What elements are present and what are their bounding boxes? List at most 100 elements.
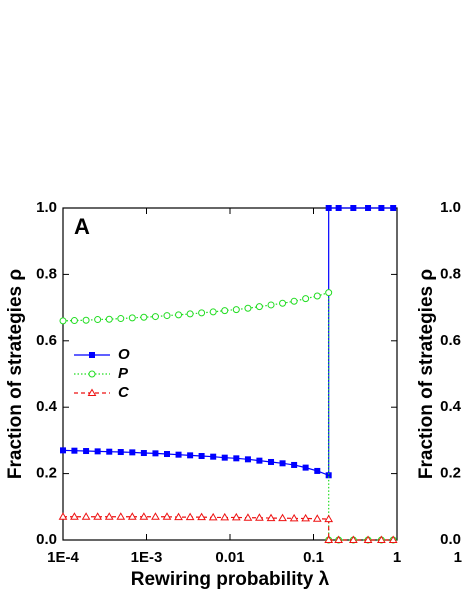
data-point <box>129 449 136 456</box>
data-point <box>388 535 398 543</box>
data-point <box>363 535 373 543</box>
data-point <box>94 316 102 324</box>
legend-label: O <box>118 346 130 363</box>
data-point <box>105 315 113 323</box>
series-line <box>62 207 394 477</box>
data-point <box>197 512 206 521</box>
y-tick-label: 0.0 <box>36 531 57 548</box>
data-point <box>106 448 113 455</box>
data-point <box>290 297 298 305</box>
data-point <box>324 514 334 523</box>
data-point <box>128 314 136 322</box>
data-point <box>152 450 159 457</box>
data-point <box>162 512 172 520</box>
data-point <box>140 313 148 321</box>
data-point <box>174 512 183 521</box>
data-point <box>198 309 206 317</box>
plot-frame <box>62 207 398 541</box>
data-point <box>279 460 286 467</box>
y-tick-label: 0.8 <box>440 265 461 282</box>
y-tick-label: 1.0 <box>440 199 461 216</box>
data-point <box>163 312 171 320</box>
y-tick-label: 0.0 <box>440 531 461 548</box>
data-point <box>268 458 275 465</box>
data-point <box>243 513 253 521</box>
data-point <box>117 449 124 456</box>
y-axis-label: Fraction of strategies ρ <box>416 269 437 479</box>
data-point <box>164 451 171 458</box>
data-point <box>302 464 309 471</box>
x-tick-label: 1E-3 <box>131 549 163 566</box>
data-point <box>221 454 228 461</box>
data-point <box>116 512 126 520</box>
x-tick-label: 0.01 <box>215 549 244 566</box>
data-point <box>348 535 358 543</box>
data-point <box>175 451 182 458</box>
data-point <box>186 310 194 318</box>
y-axis-label: Fraction of strategies ρ <box>5 269 26 479</box>
data-point <box>81 512 91 520</box>
x-axis-label: Rewiring probability λ <box>131 569 330 590</box>
legend-marker <box>88 370 96 378</box>
data-point <box>232 306 240 314</box>
data-point <box>209 308 217 316</box>
data-point <box>377 535 386 543</box>
data-point <box>256 457 263 464</box>
series-line <box>62 291 394 541</box>
data-point <box>365 205 372 211</box>
data-point <box>221 307 229 315</box>
data-point <box>198 453 205 460</box>
data-point <box>71 447 78 454</box>
data-point <box>289 513 299 522</box>
y-tick-label: 0.8 <box>36 265 57 282</box>
legend-marker <box>87 388 97 396</box>
data-point <box>151 313 159 321</box>
data-point <box>244 304 252 312</box>
data-point <box>267 301 275 309</box>
data-point <box>58 512 68 520</box>
data-point <box>334 535 344 543</box>
data-point <box>244 456 251 463</box>
y-tick-label: 0.2 <box>440 465 461 482</box>
data-point <box>278 513 287 522</box>
data-point <box>231 512 241 521</box>
data-point <box>266 513 276 522</box>
data-point <box>94 448 101 455</box>
data-point <box>59 317 67 325</box>
data-point <box>378 205 385 211</box>
data-point <box>314 467 321 474</box>
data-point <box>210 453 217 460</box>
data-point <box>139 512 149 520</box>
data-point <box>233 455 240 462</box>
data-point <box>390 205 397 211</box>
data-point <box>302 295 310 303</box>
legend-label: P <box>118 365 129 382</box>
data-point <box>325 205 332 211</box>
data-point <box>93 512 103 520</box>
panel-label: A <box>74 214 90 239</box>
data-point <box>117 315 125 323</box>
x-tick-label: 1 <box>393 549 401 566</box>
data-point <box>325 289 333 297</box>
data-point <box>127 512 137 520</box>
x-tick-label: 0.1 <box>303 549 324 566</box>
data-point <box>83 448 90 455</box>
data-point <box>60 447 66 454</box>
data-point <box>350 205 357 211</box>
data-point <box>312 514 322 522</box>
data-point <box>175 311 183 319</box>
y-tick-label: 0.6 <box>440 332 461 349</box>
data-point <box>313 292 321 300</box>
data-point <box>70 317 78 325</box>
data-point <box>104 512 114 520</box>
x-tick-label: 1 <box>454 549 462 566</box>
data-point <box>187 452 194 459</box>
data-point <box>279 299 287 307</box>
y-tick-label: 1.0 <box>36 199 57 216</box>
data-point <box>140 450 147 457</box>
legend-label: C <box>118 384 130 401</box>
data-point <box>255 303 263 311</box>
y-tick-label: 0.4 <box>36 398 58 415</box>
x-tick-label: 1E-4 <box>47 549 79 566</box>
